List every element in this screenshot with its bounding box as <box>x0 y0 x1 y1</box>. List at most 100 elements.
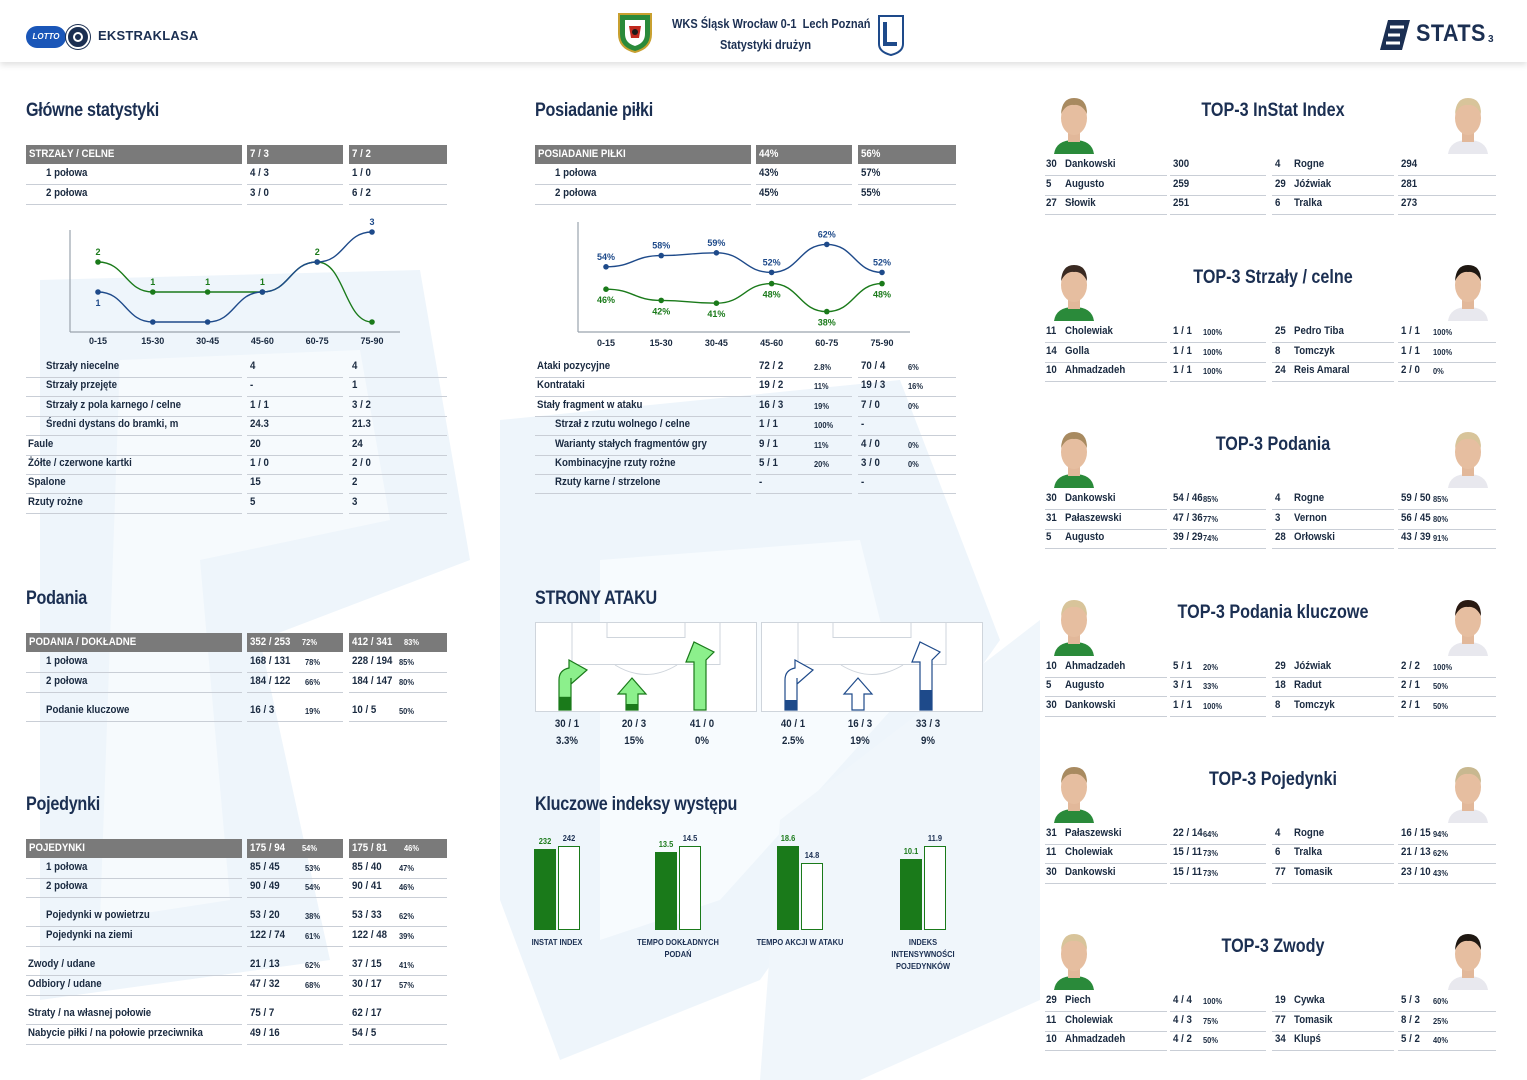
top3-home-pct: 100% <box>1203 996 1223 1006</box>
possession-row-label: Rzuty karne / strzelone <box>555 476 661 489</box>
page-header: LOTTO EKSTRAKLASA WKS Śląsk Wrocław 0-1 … <box>0 0 1527 62</box>
top3-away-value: 2 / 0 <box>1401 364 1420 377</box>
away-attack-side-pct: 2.5% <box>781 735 805 747</box>
duels-row-home: 90 / 49 <box>250 880 280 892</box>
row-divider <box>26 721 242 722</box>
possession-row-home: 16 / 3 <box>759 398 784 411</box>
top3-title: TOP-3 InStat Index <box>1201 100 1345 121</box>
row-divider <box>756 184 852 185</box>
top3-away-player: Cywka <box>1294 994 1325 1006</box>
row-divider <box>26 995 242 996</box>
possession-row-home: 5 / 1 <box>759 457 778 469</box>
row-divider <box>26 204 242 205</box>
duels-header-away: 175 / 81 46% <box>349 839 447 858</box>
key-index-away-value: 14.8 <box>804 850 820 861</box>
row-divider <box>247 946 343 947</box>
top3-home-player: Cholewiak <box>1065 325 1113 338</box>
chart-point <box>314 259 320 265</box>
top3-home-player: Dankowski <box>1065 698 1116 711</box>
row-divider <box>247 377 343 378</box>
row-divider <box>1272 882 1394 884</box>
row-divider <box>1272 843 1394 845</box>
key-index-home-bar <box>655 851 677 930</box>
row-divider <box>1170 1030 1266 1032</box>
duels-row-label: 2 połowa <box>46 880 88 892</box>
row-divider <box>247 474 343 475</box>
top3-home-value: 54 / 46 <box>1173 492 1203 505</box>
duels-row-away: 30 / 17 <box>352 978 382 990</box>
row-divider <box>1272 528 1394 530</box>
top3-away-value: 43 / 39 <box>1401 531 1431 544</box>
top3-home-player: Pałaszewski <box>1065 511 1122 524</box>
key-index-away-value: 14.5 <box>682 833 698 843</box>
row-divider <box>1398 509 1496 511</box>
top3-away-pct: 91% <box>1433 533 1448 544</box>
row-divider <box>1398 715 1496 717</box>
chart-x-tick-label: 0-15 <box>597 338 615 348</box>
chart-data-label: 62% <box>818 229 836 239</box>
key-index-home-bar <box>777 846 799 930</box>
away-player-avatar <box>1442 90 1494 154</box>
top3-home-player: Piech <box>1065 994 1091 1006</box>
top3-away-pct: 85% <box>1433 494 1448 505</box>
row-divider <box>1272 214 1394 215</box>
main-stat-row-away: 2 <box>352 476 358 489</box>
top3-title: TOP-3 Pojedynki <box>1208 768 1338 790</box>
top3-away-pct: 100% <box>1433 346 1453 357</box>
possession-row-home: 1 / 1 <box>759 418 778 431</box>
possession-row-home-pct: 20% <box>814 459 829 469</box>
key-index-away-bar <box>558 846 580 930</box>
top3-away-number: 3 <box>1275 511 1281 524</box>
top3-away-pct: 100% <box>1433 661 1453 672</box>
main-stat-row-label: Spalone <box>28 476 66 489</box>
top3-away-value: 1 / 1 <box>1401 344 1420 357</box>
passes-row-away-pct: 50% <box>399 706 414 716</box>
row-divider <box>247 926 343 927</box>
chart-series-line <box>605 243 883 274</box>
shots-header: STRZAŁY / CELNE <box>26 145 242 164</box>
ekstraklasa-wordmark: EKSTRAKLASA <box>98 28 199 43</box>
duels-row-away: 37 / 15 <box>352 958 382 970</box>
chart-data-label: 54% <box>597 252 615 262</box>
possession-half-row-home: 43% <box>759 167 779 179</box>
duels-header: POJEDYNKI <box>26 839 242 858</box>
main-stat-row-label: Średni dystans do bramki, m <box>46 418 179 431</box>
top3-away-pct: 100% <box>1433 327 1453 338</box>
row-divider <box>1045 548 1167 550</box>
chart-point <box>658 297 664 304</box>
row-divider <box>1272 1050 1394 1051</box>
top3-away-number: 29 <box>1275 659 1286 672</box>
duels-row-away-pct: 39% <box>399 931 414 941</box>
passes-header-home-pct: 72% <box>302 637 317 647</box>
shots-half-row-home: 3 / 0 <box>250 187 269 199</box>
main-stat-row-label: Faule <box>28 437 54 450</box>
chart-point <box>369 229 375 235</box>
top3-home-pct: 64% <box>1203 828 1218 839</box>
chart-point <box>259 289 266 295</box>
top3-home-pct: 77% <box>1203 513 1218 524</box>
top3-home-number: 30 <box>1046 698 1057 711</box>
main-stat-row-home: 24.3 <box>250 418 269 431</box>
home-player-avatar <box>1048 758 1100 823</box>
row-divider <box>858 415 956 417</box>
home-player-avatar <box>1048 90 1100 154</box>
chart-point <box>658 252 664 259</box>
shots-header-away-label: 7 / 2 <box>352 148 371 160</box>
top3-away-player: Klupś <box>1294 1033 1321 1045</box>
chart-x-tick-label: 45-60 <box>760 338 783 348</box>
chart-point <box>713 300 720 306</box>
top3-away-player: Pedro Tiba <box>1294 325 1344 338</box>
top3-home-value: 259 <box>1173 177 1190 190</box>
top3-home-number: 14 <box>1046 344 1057 357</box>
row-divider <box>247 672 343 673</box>
duels-header-label: POJEDYNKI <box>29 842 85 854</box>
chart-x-tick-label: 45-60 <box>251 336 274 346</box>
possession-row-away-pct: 6% <box>908 362 919 372</box>
duels-row-home: 49 / 16 <box>250 1027 280 1039</box>
top3-home-number: 30 <box>1046 492 1057 505</box>
top3-home-player: Ahmadzadeh <box>1065 364 1126 377</box>
duels-row-home-pct: 54% <box>305 882 320 892</box>
possession-row-home: 72 / 2 <box>759 360 784 372</box>
top3-home-value: 4 / 3 <box>1173 1013 1192 1026</box>
duels-row-home: 75 / 7 <box>250 1007 275 1019</box>
